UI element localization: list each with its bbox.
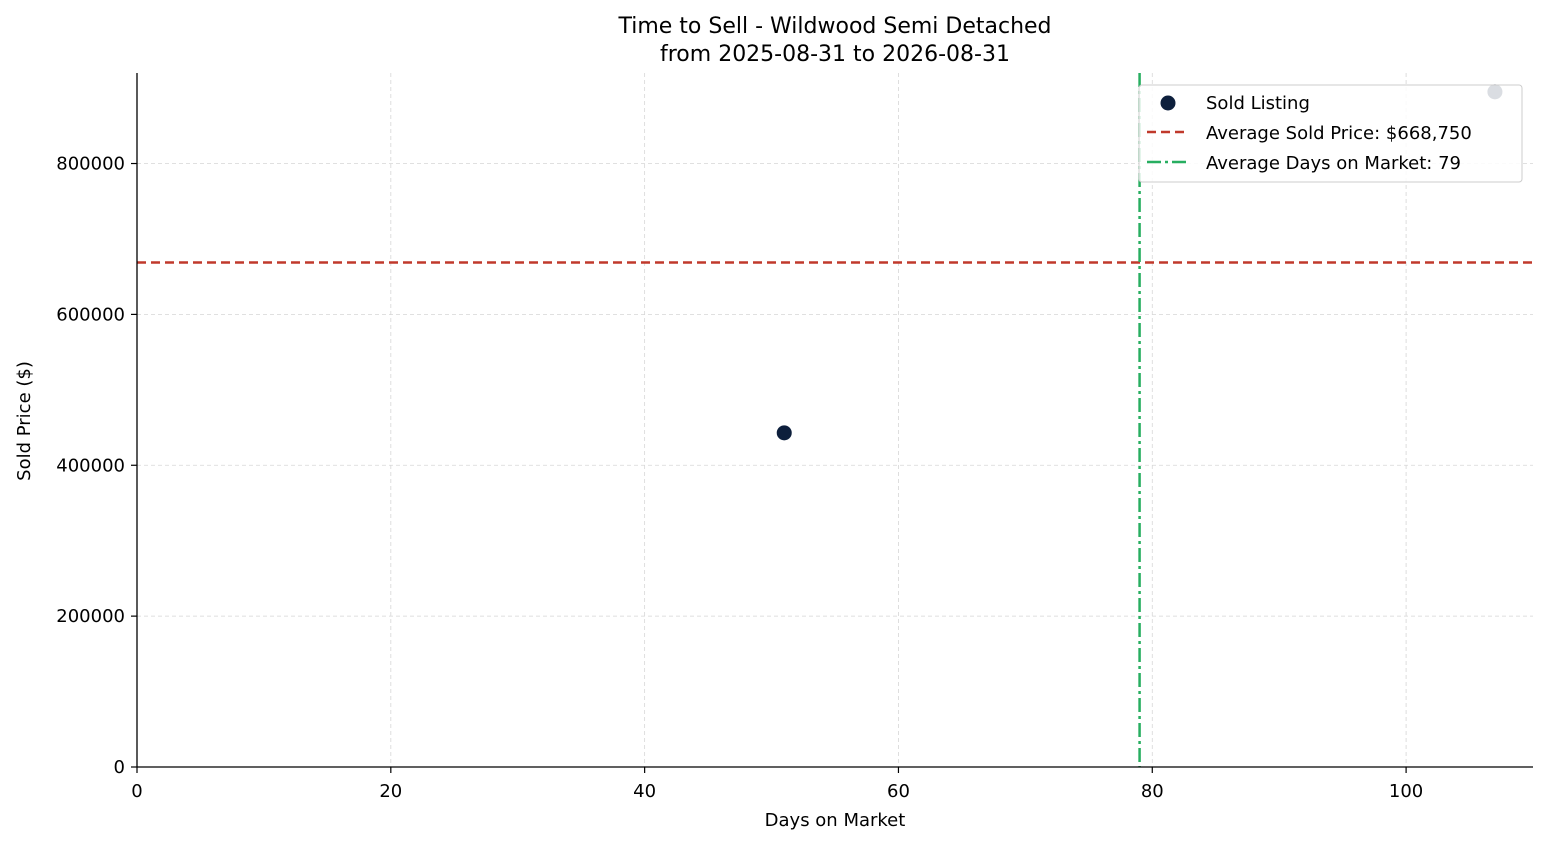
y-tick-label: 800000: [56, 154, 125, 175]
y-axis-label: Sold Price ($): [14, 361, 35, 481]
legend: Sold Listing Average Sold Price: $668,75…: [1138, 84, 1523, 183]
y-tick-label: 0: [114, 757, 125, 778]
y-tick-label: 200000: [56, 606, 125, 627]
axes: [131, 73, 1533, 773]
chart-title: Time to Sell - Wildwood Semi Detached: [617, 14, 1051, 39]
x-tick-label: 20: [379, 781, 402, 802]
legend-label-average-sold-price: Average Sold Price: $668,750: [1206, 123, 1472, 144]
x-tick-label: 80: [1141, 781, 1164, 802]
x-tick-label: 60: [887, 781, 910, 802]
legend-marker-sold-listing: [1160, 95, 1176, 111]
x-tick-label: 100: [1389, 781, 1423, 802]
legend-box: [1138, 84, 1523, 183]
tick-labels: 0 20 40 60 80 100 0 200000 400000 600000 800000: [56, 154, 1423, 802]
chart-subtitle: from 2025-08-31 to 2026-08-31: [660, 42, 1010, 67]
x-tick-label: 0: [131, 781, 142, 802]
data-point: [776, 425, 792, 441]
y-tick-label: 400000: [56, 455, 125, 476]
legend-label-average-days: Average Days on Market: 79: [1206, 153, 1461, 174]
x-tick-label: 40: [633, 781, 656, 802]
legend-label-sold-listing: Sold Listing: [1206, 93, 1310, 114]
y-tick-label: 600000: [56, 304, 125, 325]
x-axis-label: Days on Market: [765, 810, 906, 831]
reference-lines: [137, 73, 1533, 767]
